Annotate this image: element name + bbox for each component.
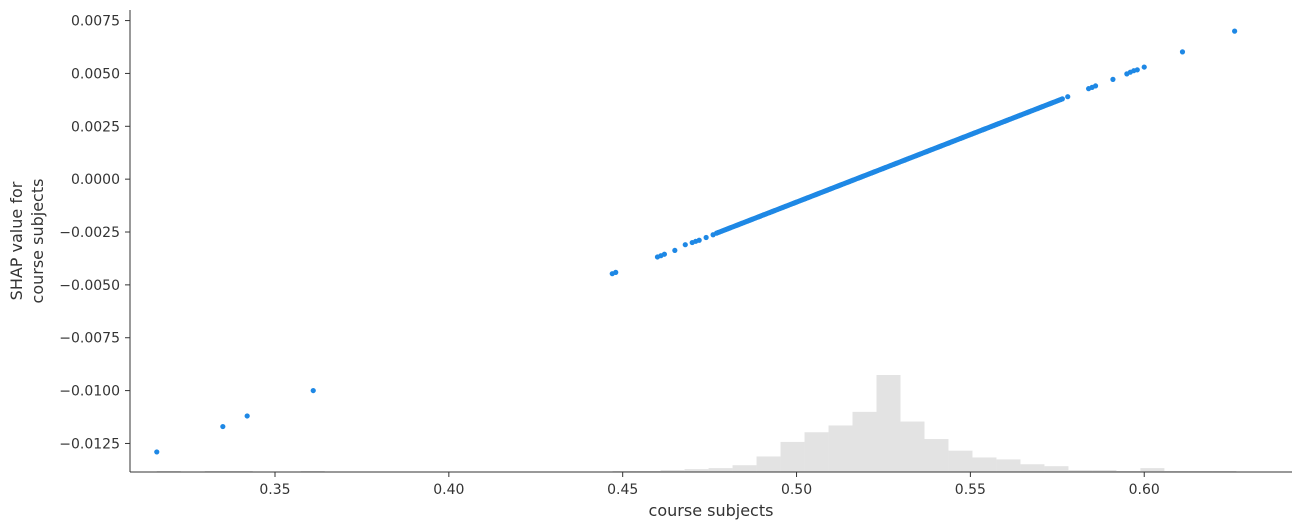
- data-point: [682, 242, 688, 248]
- histogram-bar: [1140, 468, 1165, 472]
- scatter-points: [154, 28, 1238, 455]
- y-tick-label: −0.0125: [59, 436, 120, 452]
- histogram-bar: [924, 439, 949, 472]
- x-tick-label: 0.40: [433, 482, 464, 498]
- data-point: [703, 234, 709, 241]
- data-point: [154, 449, 160, 455]
- data-point: [1179, 49, 1186, 55]
- data-point: [1134, 67, 1140, 73]
- histogram-bar: [1044, 466, 1069, 472]
- y-axis-title-line-1: SHAP value for: [7, 181, 26, 300]
- y-tick-label: −0.0025: [59, 225, 120, 241]
- histogram-bar: [852, 411, 877, 472]
- x-tick-label: 0.50: [781, 482, 812, 498]
- data-point: [1065, 94, 1071, 100]
- y-tick-label: 0.0025: [71, 119, 120, 135]
- histogram-bar: [900, 421, 925, 472]
- histogram-bar: [756, 456, 781, 472]
- histogram-bar: [876, 375, 901, 472]
- histogram-bar: [996, 459, 1021, 472]
- data-point: [1110, 76, 1116, 82]
- histogram-bar: [732, 465, 757, 472]
- histogram-bar: [684, 469, 709, 472]
- y-axis-title-line-2: course subjects: [28, 179, 47, 304]
- data-point: [310, 387, 316, 394]
- y-tick-label: 0.0050: [71, 66, 120, 82]
- x-tick-label: 0.35: [259, 482, 290, 498]
- data-point: [1092, 83, 1099, 89]
- y-tick-label: 0.0000: [71, 172, 120, 188]
- data-point: [1141, 64, 1147, 70]
- x-axis-ticks: 0.35 0.40 0.45 0.50 0.55 0.60: [259, 472, 1160, 498]
- data-point: [661, 251, 668, 257]
- data-point: [244, 413, 250, 419]
- histogram-bar: [780, 441, 805, 472]
- histogram-bar: [1092, 470, 1117, 472]
- y-tick-label: −0.0075: [59, 331, 120, 347]
- x-tick-label: 0.45: [607, 482, 638, 498]
- data-point: [220, 423, 226, 430]
- y-tick-label: −0.0100: [59, 384, 120, 400]
- histogram-bar: [1068, 470, 1093, 472]
- data-point: [1059, 96, 1065, 102]
- y-axis-ticks: 0.0075 0.0050 0.0025 0.0000 −0.0025 −0.0050 −0…: [59, 14, 130, 452]
- x-tick-label: 0.60: [1129, 482, 1160, 498]
- histogram-bar: [948, 450, 973, 472]
- data-point: [1232, 28, 1238, 34]
- histogram-bar: [972, 457, 997, 472]
- feature-histogram: [156, 375, 1237, 472]
- histogram-bar: [660, 470, 685, 472]
- histogram-bar: [804, 432, 829, 472]
- y-tick-label: −0.0050: [59, 278, 120, 294]
- data-point: [613, 269, 619, 275]
- histogram-bar: [708, 468, 733, 472]
- x-tick-label: 0.55: [955, 482, 986, 498]
- histogram-bar: [1020, 464, 1045, 472]
- data-point: [696, 237, 702, 243]
- histogram-bar: [828, 425, 853, 472]
- data-point: [672, 247, 678, 254]
- x-axis-title: course subjects: [649, 501, 774, 520]
- y-tick-label: 0.0075: [71, 14, 120, 30]
